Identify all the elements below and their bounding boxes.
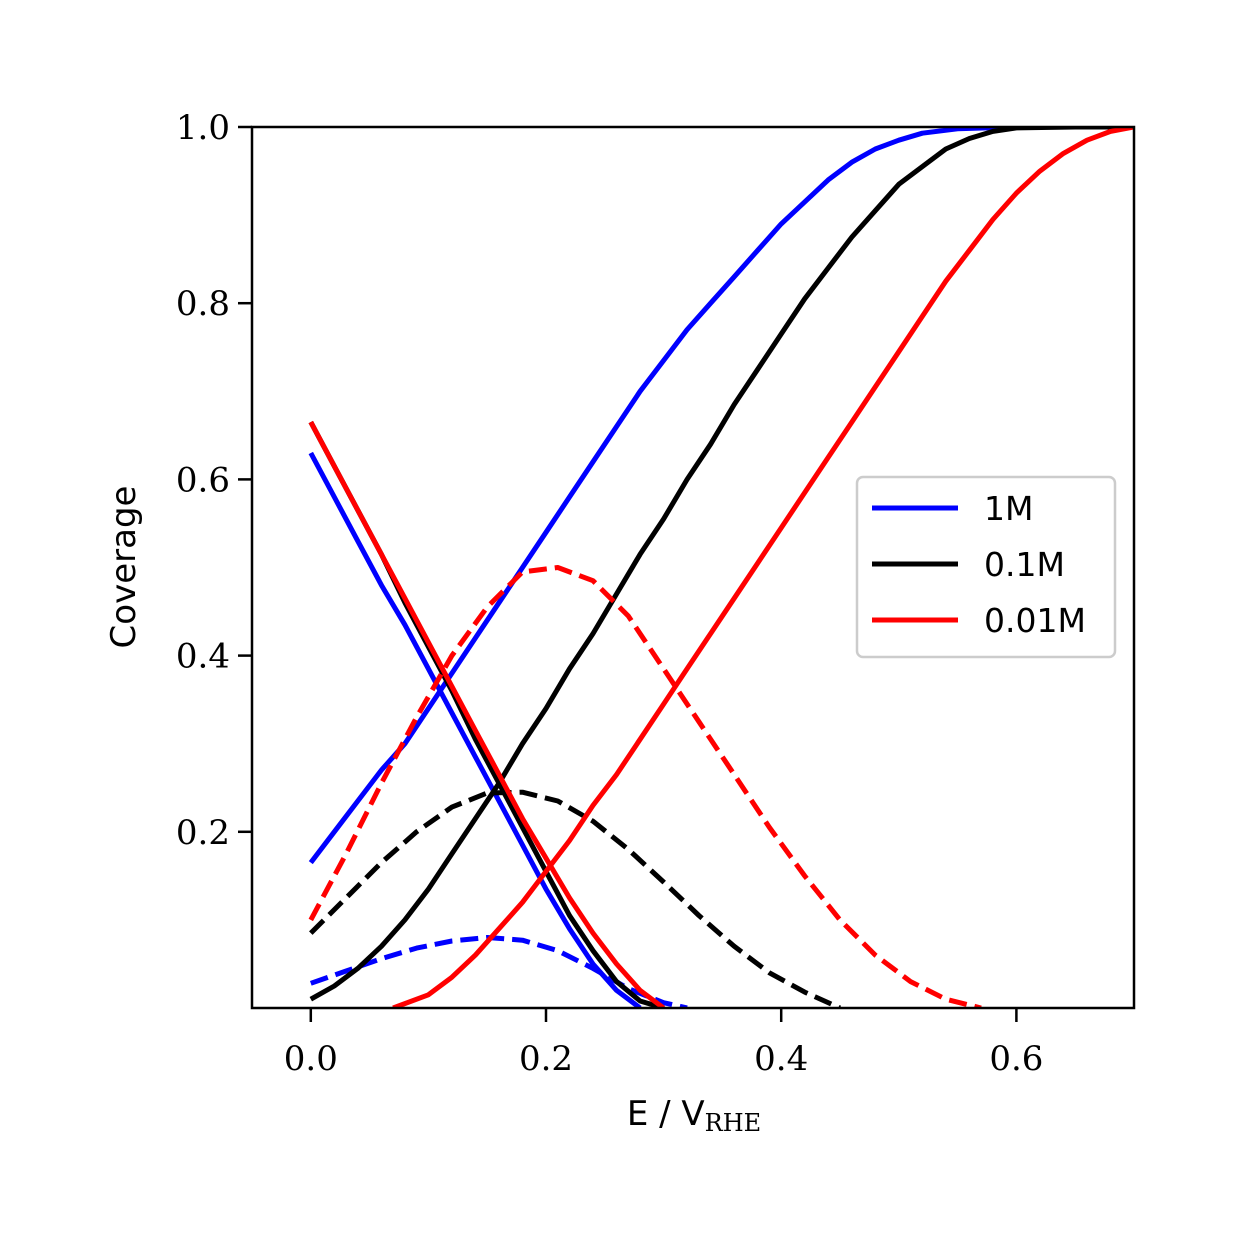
series-line-0p01m-solid-7 <box>308 420 666 1008</box>
x-tick-label: 0.6 <box>989 1039 1043 1079</box>
series-line-0p1m-dashed-5 <box>309 789 842 1008</box>
series-line-0p01m-dashed-8 <box>308 565 982 1008</box>
series-line-1m-solid-1 <box>308 451 642 1008</box>
legend-label-0p1m: 0.1M <box>984 545 1065 584</box>
series-line-0p1m-solid-3 <box>309 127 1134 1002</box>
x-tick-label: 0.0 <box>284 1039 338 1079</box>
y-axis-label: Coverage <box>104 486 144 649</box>
y-axis-ticks: 0.2 0.4 0.6 0.8 1.0 <box>176 108 252 853</box>
x-axis-ticks: 0.0 0.2 0.4 0.6 <box>284 1008 1043 1079</box>
x-tick-label: 0.4 <box>754 1039 808 1079</box>
plot-frame <box>250 125 1136 1010</box>
series-line-1m-dashed-2 <box>309 935 688 1008</box>
legend-label-0p01m: 0.01M <box>984 601 1086 640</box>
series-line-0p01m-solid-6 <box>392 127 1134 1008</box>
series-line-0p1m-solid-4 <box>308 420 665 1008</box>
legend: 1M 0.1M 0.01M <box>855 475 1117 659</box>
x-axis-label-main: E / V <box>627 1094 705 1134</box>
series-layer <box>308 127 1134 1008</box>
y-tick-label: 0.8 <box>176 284 230 324</box>
legend-box <box>855 475 1117 659</box>
series-line-1m-solid-0 <box>308 127 1134 865</box>
y-tick-label: 1.0 <box>176 108 230 148</box>
y-tick-label: 0.6 <box>176 460 230 500</box>
x-axis-label: E / VRHE <box>627 1094 761 1137</box>
x-axis-label-subscript: RHE <box>705 1109 762 1137</box>
y-tick-label: 0.4 <box>176 637 230 677</box>
y-tick-label: 0.2 <box>176 813 230 853</box>
legend-label-1m: 1M <box>984 489 1033 528</box>
x-tick-label: 0.2 <box>519 1039 573 1079</box>
